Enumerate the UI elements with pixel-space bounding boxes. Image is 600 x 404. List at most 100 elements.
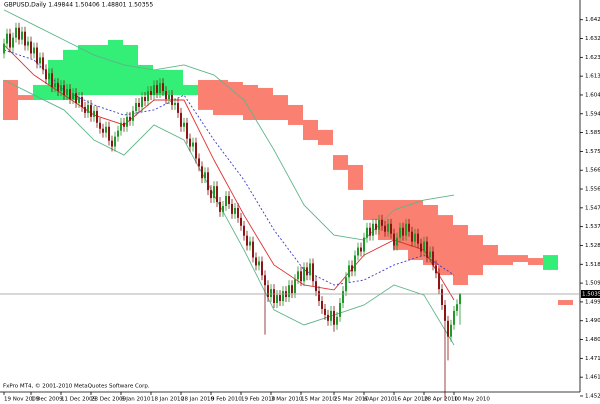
candle-body: [207, 172, 209, 191]
candle-body: [15, 27, 17, 38]
candle-body: [75, 93, 77, 103]
candle-body: [222, 205, 224, 212]
candle-body: [309, 263, 311, 276]
y-tick-label: 1.62305: [585, 55, 600, 61]
y-tick-label: 1.45205: [585, 393, 600, 399]
x-tick-label: 15 Mar 2010: [301, 397, 336, 403]
candle-body: [420, 243, 422, 252]
candle-body: [9, 33, 11, 48]
cloud-segment: [348, 164, 363, 190]
candle-body: [120, 122, 122, 131]
x-tick-label: 10 May 2010: [454, 397, 490, 403]
candle-body: [372, 223, 374, 236]
candle-body: [375, 223, 377, 230]
x-tick-label: 19 Nov 2009: [4, 397, 40, 403]
candle-body: [228, 196, 230, 204]
candle-body: [279, 295, 281, 302]
candle-body: [306, 267, 308, 276]
candle-body: [87, 104, 89, 113]
candle-body: [270, 289, 272, 298]
candle-body: [333, 310, 335, 325]
x-tick-label: 23 Dec 2009: [91, 397, 127, 403]
candle-body: [51, 73, 53, 88]
candle-body: [126, 116, 128, 127]
candle-body: [234, 207, 236, 214]
y-tick-label: 1.58505: [585, 130, 600, 136]
candle-body: [354, 255, 356, 272]
candle-body: [357, 247, 359, 256]
candle-body: [417, 233, 419, 244]
candle-body: [459, 293, 461, 305]
y-tick-label: 1.51855: [585, 262, 600, 268]
candle-body: [105, 126, 107, 133]
candle-body: [18, 27, 20, 40]
x-tick-label: 25 Mar 2010: [334, 397, 369, 403]
candle-body: [60, 85, 62, 92]
candle-body: [36, 47, 38, 64]
candle-body: [288, 285, 290, 298]
candle-body: [33, 47, 35, 54]
y-tick-label: 1.48055: [585, 337, 600, 343]
candle-body: [12, 37, 14, 48]
y-tick-label: 1.54705: [585, 205, 600, 211]
candle-body: [192, 142, 194, 147]
candle-body: [261, 261, 263, 276]
cloud-segment: [168, 69, 183, 96]
candle-body: [3, 43, 5, 54]
y-tick-label: 1.47105: [585, 356, 600, 362]
current-price-label: 1.50355: [582, 291, 600, 297]
candle-body: [129, 116, 131, 121]
candle-body: [78, 97, 80, 103]
cloud-segment: [468, 235, 483, 276]
candle-body: [300, 271, 302, 282]
candle-body: [408, 223, 410, 232]
candle-body: [27, 41, 29, 46]
x-tick-label: 11 Dec 2009: [61, 397, 97, 403]
y-tick-label: 1.57555: [585, 149, 600, 155]
candle-body: [267, 285, 269, 298]
candle-body: [237, 207, 239, 218]
candle-body: [405, 223, 407, 236]
candle-body: [243, 225, 245, 236]
cloud-segment: [483, 244, 498, 265]
y-tick-label: 1.55655: [585, 187, 600, 193]
candle-body: [189, 138, 191, 147]
y-tick-label: 1.49005: [585, 318, 600, 324]
candle-body: [132, 110, 134, 121]
candle-body: [312, 263, 314, 282]
candle-body: [57, 83, 59, 92]
candle-body: [423, 241, 425, 252]
cloud-segment: [303, 120, 318, 141]
indicator-line: [3, 79, 455, 346]
y-tick-label: 1.59455: [585, 111, 600, 117]
candle-body: [135, 102, 137, 111]
candle-body: [144, 97, 146, 101]
candle-body: [441, 289, 443, 305]
candle-body: [159, 83, 161, 94]
candle-body: [96, 110, 98, 123]
cloud-segment: [543, 255, 558, 270]
candle-body: [276, 295, 278, 303]
candle-body: [252, 241, 254, 258]
candle-body: [195, 142, 197, 159]
candle-body: [399, 227, 401, 238]
cloud-segment: [183, 84, 198, 96]
candle-body: [318, 291, 320, 302]
candle-body: [171, 95, 173, 105]
cloud-segment: [318, 129, 333, 145]
candle-body: [426, 241, 428, 258]
candle-body: [216, 186, 218, 202]
y-tick-label: 1.63255: [585, 36, 600, 42]
candle-body: [150, 91, 152, 96]
copyright: FxPro MT4, © 2001-2010 MetaQuotes Softwa…: [3, 383, 150, 390]
candle-body: [246, 235, 248, 246]
candle-body: [249, 241, 251, 246]
cloud-segment: [213, 80, 228, 116]
cloud-segment: [333, 155, 348, 170]
cloud-segment: [33, 84, 48, 101]
candle-body: [213, 186, 215, 199]
candle-body: [102, 128, 104, 133]
candle-body: [453, 310, 455, 325]
candle-body: [153, 85, 155, 96]
